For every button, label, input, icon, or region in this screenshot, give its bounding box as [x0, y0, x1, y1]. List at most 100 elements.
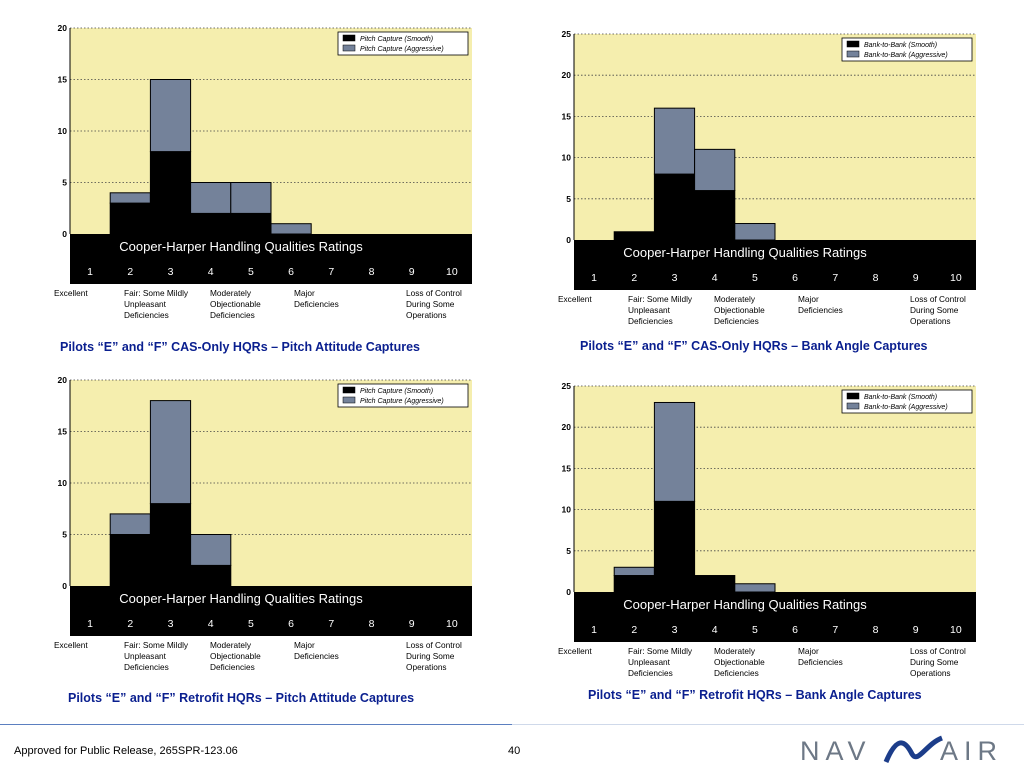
- rating-number: 3: [672, 624, 678, 636]
- legend-swatch: [846, 392, 860, 400]
- category-label: Operations: [910, 316, 951, 326]
- bar-aggressive: [653, 401, 696, 502]
- category-label: Operations: [406, 310, 447, 320]
- chart-panel-pitch-cas: 0 5 10 15 20 Pitch Capture (Smooth) Pitch Capt…: [54, 22, 494, 337]
- category-label: Deficiencies: [210, 310, 255, 320]
- y-tick-label: 10: [562, 153, 572, 163]
- bar-smooth: [109, 202, 151, 235]
- bar-aggressive: [109, 192, 151, 204]
- category-label: Loss of Control: [406, 288, 462, 298]
- rating-band-title: Cooper-Harper Handling Qualities Ratings: [623, 597, 867, 612]
- y-tick-label: 5: [566, 194, 571, 204]
- category-label: Deficiencies: [124, 310, 169, 320]
- category-label: Fair: Some Mildly: [628, 646, 693, 656]
- legend-label: Bank-to-Bank (Aggressive): [864, 52, 948, 59]
- category-label: Excellent: [54, 288, 88, 298]
- rating-number: 4: [208, 618, 214, 630]
- legend-label: Pitch Capture (Smooth): [360, 36, 433, 43]
- rating-number: 7: [832, 624, 838, 636]
- logo-text-right: AIR: [940, 736, 1003, 766]
- category-label: During Some: [406, 299, 455, 309]
- category-label: Operations: [910, 668, 951, 678]
- category-label: Major: [294, 288, 315, 298]
- legend-label: Pitch Capture (Aggressive): [360, 46, 444, 53]
- category-label: Major: [798, 294, 819, 304]
- logo-text-left: NAV: [800, 736, 872, 766]
- rating-number: 7: [328, 266, 334, 278]
- y-tick-label: 15: [562, 111, 572, 121]
- rating-number: 5: [752, 272, 758, 284]
- rating-number: 10: [950, 624, 962, 636]
- y-tick-label: 5: [62, 530, 67, 540]
- category-label: Objectionable: [714, 305, 765, 315]
- category-label: Excellent: [558, 294, 592, 304]
- category-label: Loss of Control: [910, 294, 966, 304]
- bar-aggressive: [190, 534, 232, 566]
- chart-panel-bank-retrofit: 0 5 10 15 20 25 Bank-to-Bank (Smooth) Bank-to-B…: [558, 380, 998, 689]
- rating-number: 2: [631, 272, 637, 284]
- bar-aggressive: [270, 223, 312, 235]
- footer-divider: [0, 724, 512, 725]
- rating-number: 2: [127, 618, 133, 630]
- legend-box: [337, 31, 469, 56]
- category-label: Deficiencies: [124, 662, 169, 672]
- legend-label: Pitch Capture (Smooth): [360, 388, 433, 395]
- rating-number: 10: [950, 272, 962, 284]
- legend-swatch: [846, 50, 860, 58]
- category-label: Unpleasant: [124, 299, 167, 309]
- y-tick-label: 15: [58, 75, 68, 85]
- category-label: Major: [294, 640, 315, 650]
- rating-number: 6: [288, 266, 294, 278]
- rating-number: 6: [288, 618, 294, 630]
- bar-aggressive: [230, 182, 272, 214]
- y-tick-label: 0: [62, 581, 67, 591]
- bar-smooth: [149, 503, 192, 587]
- category-label: Deficiencies: [210, 662, 255, 672]
- bar-aggressive: [149, 400, 192, 505]
- rating-number: 4: [712, 272, 718, 284]
- legend-swatch: [342, 386, 356, 394]
- rating-number: 5: [248, 618, 254, 630]
- bar-aggressive: [149, 79, 192, 153]
- rating-band: [70, 234, 472, 284]
- category-label: Unpleasant: [124, 651, 167, 661]
- category-label: During Some: [910, 657, 959, 667]
- category-label: Deficiencies: [628, 668, 673, 678]
- rating-number: 8: [873, 272, 879, 284]
- page-number: 40: [508, 745, 521, 757]
- category-label: Unpleasant: [628, 657, 671, 667]
- category-label: Excellent: [54, 640, 88, 650]
- rating-band-title: Cooper-Harper Handling Qualities Ratings: [119, 591, 363, 606]
- rating-number: 2: [631, 624, 637, 636]
- y-tick-label: 15: [58, 427, 68, 437]
- y-tick-label: 5: [566, 546, 571, 556]
- bar-aggressive: [734, 583, 776, 593]
- y-tick-label: 15: [562, 463, 572, 473]
- rating-number: 8: [873, 624, 879, 636]
- rating-number: 10: [446, 266, 458, 278]
- rating-number: 9: [409, 266, 415, 278]
- rating-number: 9: [409, 618, 415, 630]
- release-statement: Approved for Public Release, 265SPR-123.…: [14, 745, 238, 757]
- rating-number: 10: [446, 618, 458, 630]
- legend-swatch: [846, 40, 860, 48]
- category-label: Operations: [406, 662, 447, 672]
- category-label: Deficiencies: [798, 305, 843, 315]
- rating-number: 1: [591, 624, 597, 636]
- category-label: Fair: Some Mildly: [628, 294, 693, 304]
- bar-smooth: [694, 575, 736, 593]
- rating-number: 3: [672, 272, 678, 284]
- bar-smooth: [694, 190, 736, 241]
- y-tick-label: 0: [62, 229, 67, 239]
- plot-area: [574, 34, 976, 240]
- category-label: During Some: [910, 305, 959, 315]
- y-tick-label: 20: [58, 375, 68, 385]
- legend-swatch: [846, 402, 860, 410]
- category-label: Deficiencies: [294, 299, 339, 309]
- category-label: Unpleasant: [628, 305, 671, 315]
- caption-bank-cas: Pilots “E” and “F” CAS-Only HQRs – Bank …: [580, 339, 928, 353]
- category-label: Major: [798, 646, 819, 656]
- caption-pitch-retrofit: Pilots “E” and “F” Retrofit HQRs – Pitch…: [68, 691, 415, 705]
- y-tick-label: 0: [566, 587, 571, 597]
